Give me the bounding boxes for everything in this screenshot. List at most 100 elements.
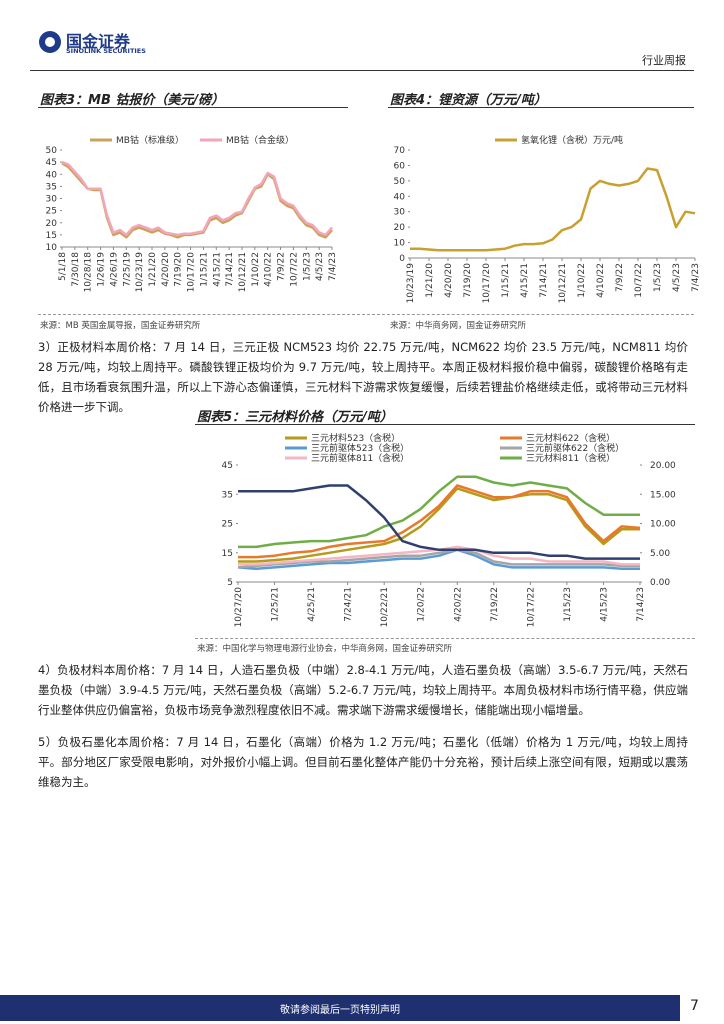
chart: 5 15 25 35 45 0.00 5.00 10.00 15.00 20.00 10/27/20… — [222, 432, 676, 628]
y-tick-label: 40 — [394, 192, 406, 202]
x-tick-label: 10/23/19 — [135, 252, 145, 293]
source: 来源：中华商务网，国金证券研究所 — [390, 321, 527, 331]
x-tick-label: 7/14/21 — [539, 263, 549, 298]
x-tick-label: 7/9/22 — [615, 263, 625, 292]
y-tick-label: 0 — [399, 254, 405, 264]
x-tick-label: 4/15/23 — [599, 587, 609, 622]
series-line — [238, 487, 640, 563]
y2-tick-label: 5.00 — [650, 549, 670, 559]
x-tick-label: 1/10/22 — [577, 263, 587, 298]
source-rule — [38, 314, 694, 315]
y-tick-label: 35 — [46, 182, 57, 192]
x-tick-label: 7/4/23 — [691, 263, 701, 292]
y2-tick-label: 15.00 — [650, 490, 676, 500]
y-tick-label: 5 — [227, 578, 233, 588]
y2-tick-label: 0.00 — [650, 578, 670, 588]
x-tick-label: 10/7/22 — [289, 252, 299, 287]
x-tick-label: 4/20/22 — [453, 587, 463, 622]
legend-label: MB钴（合金级） — [226, 134, 294, 146]
x-tick-label: 7/25/19 — [122, 252, 132, 287]
x-tick-label: 4/15/21 — [212, 252, 222, 287]
chart-title: 图表5：三元材料价格（万元/吨） — [197, 410, 393, 425]
x-tick-label: 10/7/22 — [634, 263, 644, 298]
chart: 0 10 20 30 40 50 60 70 10/23/19 1/21/20 4/20/20 7/1… — [394, 134, 701, 304]
x-tick-label: 1/5/23 — [653, 263, 663, 292]
x-tick-label: 1/21/20 — [148, 252, 158, 287]
legend-label: MB钴（标准级） — [116, 134, 184, 146]
x-tick-label: 7/24/21 — [344, 587, 354, 622]
chart-title: 图表4：锂资源（万元/吨） — [390, 93, 547, 108]
y-tick-label: 15 — [222, 549, 233, 559]
header-rule — [30, 70, 694, 71]
y-tick-label: 50 — [394, 177, 406, 187]
x-tick-label: 1/26/19 — [97, 252, 107, 287]
source-rule — [195, 638, 695, 639]
y-tick-label: 20 — [394, 223, 406, 233]
legend-label: 三元前驱体622（含税） — [526, 442, 624, 454]
x-tick-label: 1/5/23 — [302, 252, 312, 281]
legend-label: 三元前驱体523（含税） — [311, 442, 409, 454]
x-tick-label: 4/5/23 — [315, 252, 325, 281]
paragraph: 5）负极石墨化本周价格：7 月 14 日，石墨化（高端）价格为 1.2 万元/吨… — [38, 735, 688, 789]
series-line — [410, 167, 696, 252]
legend-label: 氢氧化锂（含税）万元/吨 — [521, 134, 623, 146]
paragraph: 3）正极材料本周价格：7 月 14 日，三元正极 NCM523 均价 22.75… — [38, 340, 688, 414]
title-rule — [195, 424, 695, 425]
series-line — [238, 484, 641, 559]
logo-icon — [39, 31, 61, 53]
y-tick-label: 25 — [222, 520, 233, 530]
page-number: 7 — [690, 998, 699, 1014]
footer-bar — [0, 995, 680, 1021]
chart-title: 图表3：MB 钴报价（美元/磅） — [40, 93, 225, 108]
y-tick-label: 30 — [46, 195, 58, 205]
x-tick-label: 10/22/21 — [380, 587, 390, 627]
y-tick-label: 35 — [222, 490, 233, 500]
y-tick-label: 40 — [46, 170, 58, 180]
legend-label: 三元材料811（含税） — [526, 452, 615, 464]
x-tick-label: 10/12/21 — [238, 252, 248, 292]
report-type: 行业周报 — [642, 54, 686, 67]
series-line — [61, 160, 333, 237]
x-tick-label: 4/26/19 — [109, 252, 119, 287]
x-tick-label: 5/1/18 — [58, 252, 68, 281]
y-tick-label: 70 — [394, 146, 406, 156]
x-tick-label: 4/25/21 — [307, 587, 317, 622]
x-tick-label: 1/15/21 — [501, 263, 511, 298]
x-tick-label: 1/15/21 — [199, 252, 209, 287]
x-tick-label: 7/9/22 — [277, 252, 287, 281]
x-tick-label: 10/12/21 — [558, 263, 568, 303]
series-line — [237, 548, 640, 569]
x-tick-label: 1/21/20 — [425, 263, 435, 298]
title-rule — [388, 107, 694, 108]
x-tick-label: 4/15/21 — [520, 263, 530, 298]
x-tick-label: 1/15/23 — [563, 587, 573, 622]
y-tick-label: 10 — [394, 239, 406, 249]
x-tick-label: 1/20/22 — [417, 587, 427, 622]
x-tick-label: 10/17/20 — [187, 252, 197, 293]
source: 来源：MB 英国金属导报，国金证券研究所 — [40, 321, 201, 331]
x-tick-label: 7/19/20 — [174, 252, 184, 287]
x-tick-label: 4/5/23 — [672, 263, 682, 292]
x-tick-label: 10/27/20 — [234, 587, 244, 628]
y2-tick-label: 10.00 — [650, 520, 676, 530]
x-tick-label: 4/10/22 — [596, 263, 606, 298]
logo-subtitle: SINOLINK SECURITIES — [66, 47, 146, 55]
x-tick-label: 10/23/19 — [406, 263, 416, 304]
series-line — [238, 484, 640, 560]
x-tick-label: 10/28/18 — [84, 252, 94, 293]
y-tick-label: 10 — [46, 243, 58, 253]
x-tick-label: 7/14/21 — [225, 252, 235, 287]
legend-label: 三元材料523（含税） — [311, 432, 400, 444]
x-tick-label: 7/19/22 — [490, 587, 500, 622]
x-tick-label: 7/4/23 — [328, 252, 338, 281]
source: 来源：中国化学与物理电源行业协会，中华商务网，国金证券研究所 — [197, 644, 453, 654]
y-tick-label: 25 — [46, 207, 57, 217]
x-tick-label: 1/25/21 — [271, 587, 281, 622]
y2-tick-label: 20.00 — [650, 461, 676, 471]
paragraph: 4）负极材料本周价格：7 月 14 日，人造石墨负极（中端）2.8-4.1 万元… — [38, 663, 688, 717]
y-tick-label: 45 — [46, 158, 57, 168]
y-tick-label: 20 — [46, 219, 58, 229]
logo-title: 国金证券 — [66, 32, 131, 51]
